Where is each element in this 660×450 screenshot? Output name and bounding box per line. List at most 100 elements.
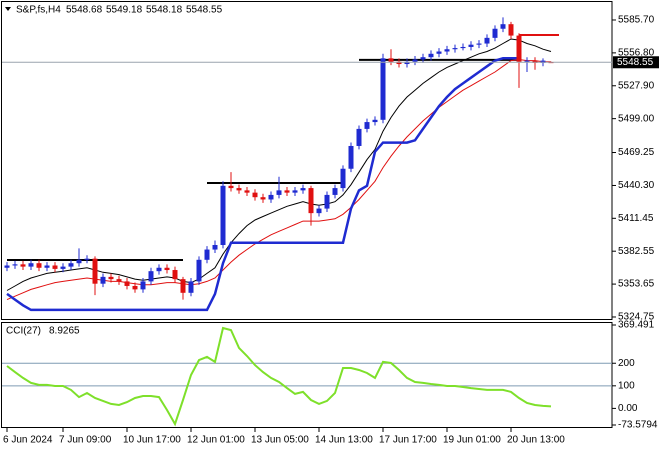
candle-body: [316, 208, 322, 214]
candle-body: [244, 190, 250, 193]
candle-body: [180, 279, 186, 293]
price-tag-label: 5548.55: [617, 57, 654, 68]
candle-body: [84, 258, 90, 260]
candle-body: [188, 281, 194, 293]
candle-body: [492, 28, 498, 38]
candle-body: [292, 190, 298, 193]
y-tick-label: 100: [618, 380, 635, 391]
candle-body: [76, 259, 82, 264]
cci-title: CCI(27): [6, 326, 41, 337]
candle-body: [124, 281, 130, 286]
candle-body: [300, 188, 306, 191]
candle-body: [236, 188, 242, 191]
y-tick-label: 5411.45: [618, 213, 654, 224]
candle-body: [28, 263, 34, 267]
candle-body: [436, 51, 442, 54]
y-tick-label: 5469.25: [618, 147, 655, 158]
candle-body: [516, 35, 522, 62]
y-tick-label: 5556.80: [618, 48, 655, 59]
candle-body: [332, 188, 338, 195]
candle-body: [444, 49, 450, 52]
indicator-line: [6, 38, 552, 291]
y-tick-label: 5324.75: [618, 312, 655, 323]
candle-body: [284, 190, 290, 193]
candle-body: [268, 194, 274, 200]
chart-title: S&P,fs,H4: [16, 5, 61, 16]
candle-body: [60, 266, 66, 269]
ohlc-low: 5548.18: [146, 5, 183, 16]
candle-body: [356, 128, 362, 146]
candle-body: [100, 276, 106, 284]
candle-body: [540, 60, 546, 63]
x-tick-label: 12 Jun 01:00: [187, 435, 245, 446]
candle-body: [140, 281, 146, 290]
candle-body: [148, 271, 154, 282]
candle-body: [172, 270, 178, 280]
x-tick-label: 7 Jun 09:00: [59, 435, 112, 446]
candle-body: [380, 58, 386, 120]
candle-body: [252, 192, 258, 198]
x-tick-label: 13 Jun 05:00: [251, 435, 309, 446]
candle-body: [396, 61, 402, 65]
candle-body: [276, 190, 282, 195]
y-tick-label: 5382.55: [618, 246, 655, 257]
candle-body: [36, 263, 42, 268]
ohlc-open: 5548.68: [66, 5, 103, 16]
candle-body: [68, 263, 74, 267]
candle-body: [156, 267, 162, 272]
candle-body: [228, 185, 234, 189]
y-tick-label: -73.5794: [618, 420, 658, 431]
candle-body: [324, 194, 330, 209]
candle-body: [212, 244, 218, 250]
candle-body: [92, 258, 98, 284]
candle-body: [132, 285, 138, 290]
y-tick-label: 0.00: [618, 403, 638, 414]
price-panel-frame: [1, 1, 613, 320]
y-tick-label: 200: [618, 358, 635, 369]
x-tick-label: 14 Jun 13:00: [315, 435, 373, 446]
candle-body: [476, 43, 482, 45]
candle-body: [220, 185, 226, 245]
y-tick-label: 369.491: [618, 320, 655, 331]
candle-body: [364, 122, 370, 129]
candle-body: [204, 249, 210, 260]
candle-body: [484, 37, 490, 44]
candle-body: [164, 267, 170, 271]
candle-body: [428, 53, 434, 58]
candle-body: [532, 60, 538, 63]
x-tick-label: 20 Jun 13:00: [507, 435, 565, 446]
price-tag: [613, 56, 659, 69]
candle-body: [20, 264, 26, 267]
candle-body: [468, 44, 474, 47]
candle-body: [108, 276, 114, 280]
y-tick-label: 5499.00: [618, 113, 655, 124]
candle-body: [452, 48, 458, 50]
x-tick-label: 19 Jun 01:00: [443, 435, 501, 446]
candle-body: [500, 24, 506, 29]
indicator-line: [6, 57, 519, 312]
y-tick-label: 5527.90: [618, 80, 655, 91]
candle-body: [260, 197, 266, 200]
candle-body: [412, 59, 418, 62]
candle-body: [12, 264, 18, 266]
candle-body: [404, 61, 410, 65]
candle-body: [348, 145, 354, 169]
ohlc-high: 5549.18: [106, 5, 143, 16]
x-tick-label: 17 Jun 17:00: [379, 435, 437, 446]
candle-body: [308, 188, 314, 214]
candle-body: [460, 46, 466, 49]
cci-panel-frame: [1, 322, 613, 428]
y-tick-label: 5440.30: [618, 180, 655, 191]
candle-body: [420, 57, 426, 60]
indicator-line: [6, 58, 551, 301]
candle-body: [508, 24, 514, 36]
collapse-icon: [5, 7, 11, 11]
candle-body: [340, 168, 346, 189]
candle-body: [44, 265, 50, 268]
candle-body: [372, 119, 378, 123]
cci-value: 8.9265: [49, 326, 80, 337]
candle-body: [388, 58, 394, 62]
candle-body: [4, 265, 10, 268]
